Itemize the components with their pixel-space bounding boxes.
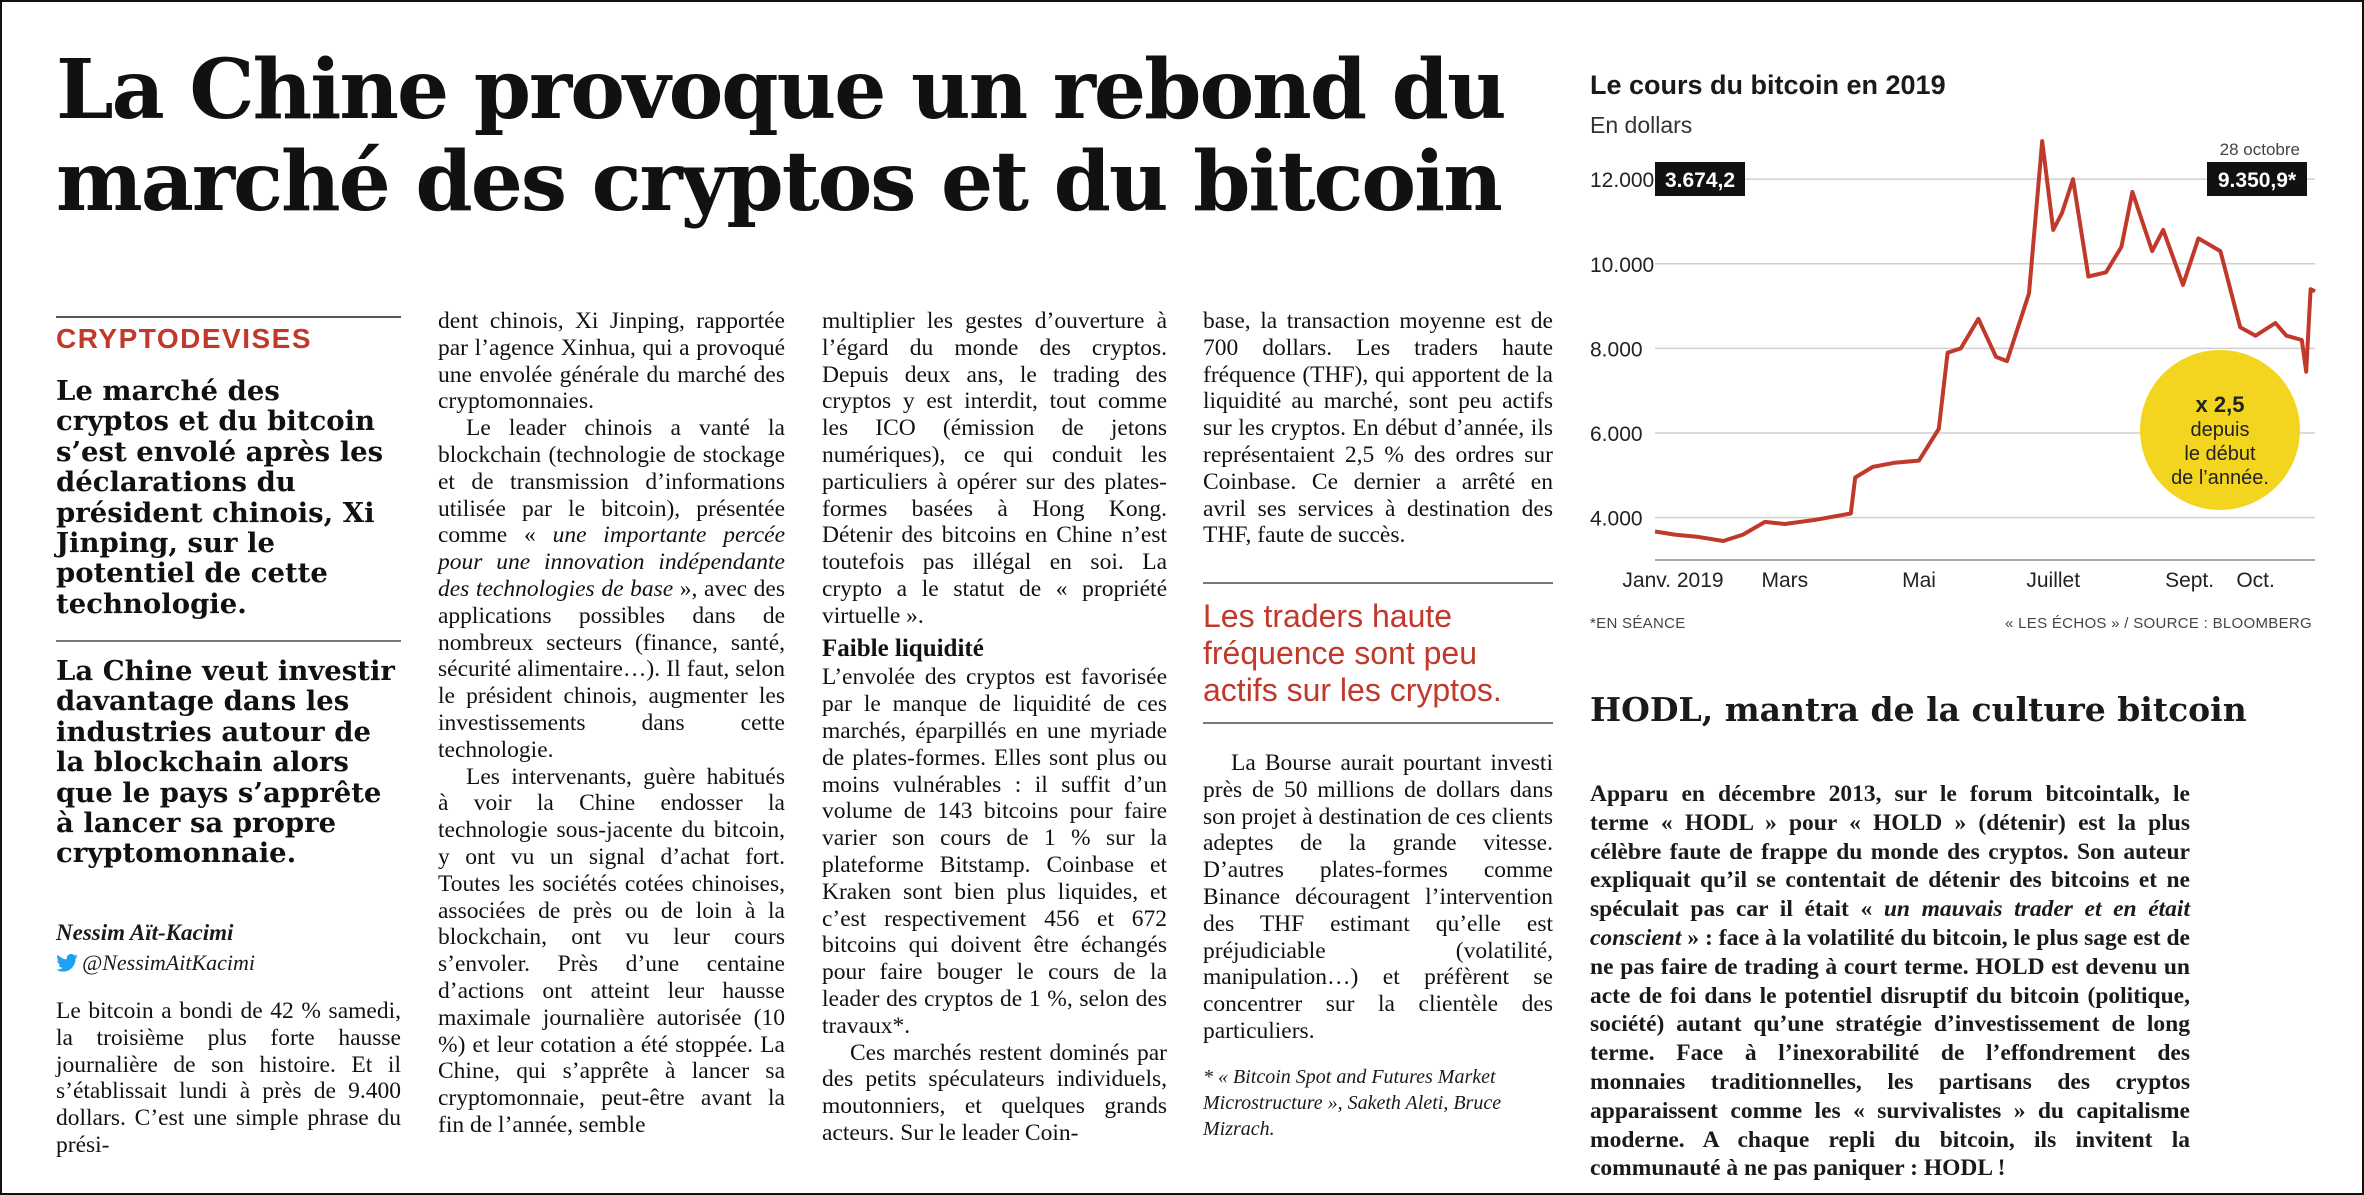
- footnote: * « Bitcoin Spot and Futures Market Micr…: [1203, 1066, 1502, 1140]
- sidebar-text: Apparu en décembre 2013, sur le forum bi…: [1590, 781, 2190, 1182]
- body-column-1: Le bitcoin a bondi de 42 % samedi, la tr…: [56, 998, 401, 1159]
- body-column-2: dent chinois, Xi Jinping, rapportée par …: [438, 308, 785, 1139]
- pull-quote: Les traders haute fréquence sont peu act…: [1203, 598, 1502, 708]
- author-twitter[interactable]: @NessimAitKacimi: [56, 950, 255, 976]
- growth-badge-text: x 2,5: [2196, 392, 2245, 417]
- quote-text: un mauvais trader et en était conscient: [1590, 896, 2190, 951]
- body-paragraph: Le leader chinois a vanté la blockchain …: [438, 415, 786, 763]
- body-paragraph: Les intervenants, guère habitués à voir …: [438, 763, 785, 1138]
- growth-badge-text: le début: [2184, 443, 2256, 465]
- twitter-bird-icon: [56, 954, 78, 972]
- body-paragraph: Ces marchés restent dominés par des peti…: [822, 1039, 1167, 1146]
- price-series-line: [1654, 139, 2316, 543]
- y-tick-label: 6.000: [1590, 423, 1643, 446]
- pullquote-rule-bottom: [1203, 722, 1553, 724]
- author-name: Nessim Aït-Kacimi: [56, 920, 234, 945]
- growth-badge-text: depuis: [2191, 419, 2250, 441]
- x-tick-label: Janv. 2019: [1622, 569, 1723, 592]
- pullquote-rule-top: [1203, 582, 1553, 584]
- bitcoin-price-chart: 4.000 6.000 8.000 10.000 12.000 Janv. 2019 Mar…: [1590, 139, 2316, 592]
- rubric-rule: [56, 316, 401, 318]
- x-tick-label: Sept.: [2165, 569, 2214, 592]
- lead-secondary: La Chine veut investir davantage dans le…: [56, 655, 395, 870]
- end-value-badge: [2207, 162, 2307, 196]
- growth-badge-text: de l’année.: [2171, 467, 2269, 489]
- growth-badge: [2140, 350, 2300, 510]
- headline: La Chine provoque un rebond du marché de…: [56, 42, 1507, 230]
- body-paragraph: base, la transaction moyenne est de 700 …: [1203, 308, 1553, 549]
- subheading: Faible liquidité: [822, 634, 984, 662]
- sidebar-title: HODL, mantra de la culture bitcoin: [1590, 690, 2247, 729]
- x-tick-label: Oct.: [2236, 569, 2275, 592]
- y-tick-label: 10.000: [1590, 254, 1654, 277]
- y-tick-label: 4.000: [1590, 508, 1643, 531]
- chart-unit-label: En dollars: [1590, 112, 1693, 138]
- rubric-label: CRYPTODEVISES: [56, 323, 313, 354]
- start-value-badge: [1655, 162, 1745, 196]
- x-tick-label: Mai: [1902, 569, 1936, 592]
- body-paragraph: multiplier les gestes d’ouverture à l’ég…: [822, 308, 1167, 629]
- twitter-handle: @NessimAitKacimi: [82, 950, 256, 975]
- body-column-4b: La Bourse aurait pourtant investi près d…: [1203, 750, 1553, 1045]
- body-paragraph: L’envolée des cryptos est favorisée par …: [822, 664, 1167, 1039]
- chart-source: « LES ÉCHOS » / SOURCE : BLOOMBERG: [2005, 615, 2312, 632]
- body-column-3: multiplier les gestes d’ouverture à l’ég…: [822, 308, 1167, 1147]
- x-tick-label: Juillet: [2026, 569, 2080, 592]
- body-paragraph: Le bitcoin a bondi de 42 % samedi, la tr…: [56, 998, 401, 1158]
- end-date-label: 28 octobre: [2220, 140, 2300, 159]
- lead-summary: Le marché des cryptos et du bitcoin s’es…: [56, 375, 384, 620]
- body-paragraph: dent chinois, Xi Jinping, rapportée par …: [438, 308, 785, 415]
- body-column-4: base, la transaction moyenne est de 700 …: [1203, 308, 1553, 549]
- start-value-label: 3.674,2: [1665, 169, 1735, 192]
- lead-divider: [56, 640, 401, 642]
- x-tick-label: Mars: [1761, 569, 1808, 592]
- chart-title: Le cours du bitcoin en 2019: [1590, 70, 1946, 100]
- quote-text: une importante percée pour une innovatio…: [438, 522, 786, 602]
- end-value-label: 9.350,9*: [2218, 169, 2297, 192]
- chart-footnote: *EN SÉANCE: [1590, 615, 1686, 632]
- y-tick-label: 12.000: [1590, 169, 1654, 192]
- body-paragraph: La Bourse aurait pourtant investi près d…: [1203, 750, 1553, 1044]
- y-tick-label: 8.000: [1590, 338, 1643, 361]
